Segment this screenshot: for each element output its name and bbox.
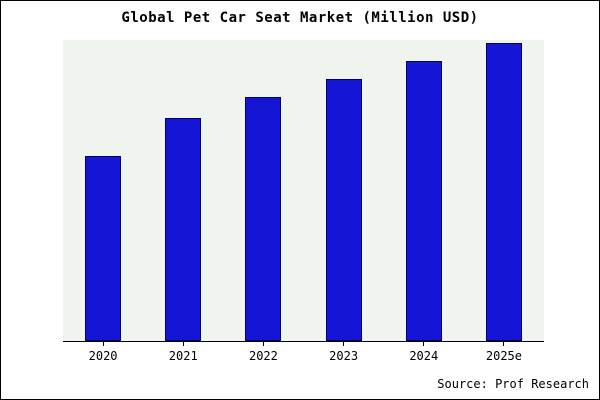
x-tick-label: 2020 [63, 342, 143, 363]
x-tick-mark [262, 342, 264, 346]
bar-2023 [325, 78, 362, 341]
x-tick-text: 2024 [409, 349, 439, 363]
bar-slot [63, 40, 143, 341]
bar-2021 [165, 117, 202, 341]
x-tick-label: 2021 [143, 342, 223, 363]
bar-slot [223, 40, 303, 341]
x-tick-label: 2024 [384, 342, 464, 363]
bar-2024 [405, 60, 442, 341]
bar-slot [143, 40, 223, 341]
x-tick-label: 2022 [223, 342, 303, 363]
x-labels: 2020 2021 2022 2023 2024 2025e [63, 342, 544, 363]
x-tick-label: 2023 [304, 342, 384, 363]
bar-slot [464, 40, 544, 341]
x-tick-text: 2025e [485, 349, 522, 363]
x-tick-text: 2023 [329, 349, 359, 363]
x-tick-text: 2022 [248, 349, 278, 363]
x-tick-text: 2021 [168, 349, 198, 363]
bar-2025e [485, 42, 522, 341]
x-tick-label: 2025e [464, 342, 544, 363]
x-tick-mark [182, 342, 184, 346]
source-note: Source: Prof Research [437, 377, 589, 391]
bar-2022 [245, 96, 282, 341]
chart-title: Global Pet Car Seat Market (Million USD) [121, 10, 479, 26]
bars [63, 40, 544, 341]
x-tick-text: 2020 [88, 349, 118, 363]
bar-slot [384, 40, 464, 341]
x-tick-mark [343, 342, 345, 346]
x-tick-mark [423, 342, 425, 346]
bar-slot [304, 40, 384, 341]
x-tick-mark [102, 342, 104, 346]
x-tick-mark [503, 342, 505, 346]
bar-2020 [85, 156, 122, 341]
plot-area [63, 40, 544, 342]
